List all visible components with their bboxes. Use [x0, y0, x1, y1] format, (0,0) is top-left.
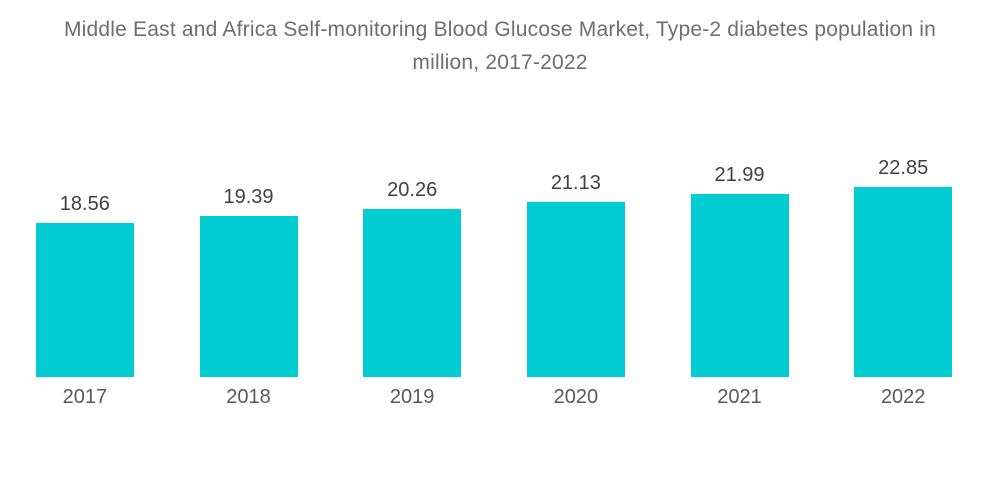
x-axis-label-2021: 2021 — [717, 386, 762, 408]
chart-title-text: Middle East and Africa Self-monitoring B… — [63, 18, 937, 74]
x-axis-label-2017: 2017 — [62, 386, 108, 408]
bar-value-label-2021: 21.99 — [714, 164, 765, 186]
bar-value-label-2020: 21.13 — [550, 172, 601, 194]
bar-chart: 18.56 2017 19.39 2018 20.26 2019 21.13 2020 21.9… — [3, 0, 985, 420]
chart-title: Middle East and Africa Self-monitoring B… — [0, 13, 1000, 79]
bar-group-2018: 19.39 2018 — [167, 0, 331, 420]
bar-2018 — [199, 216, 298, 377]
bar-group-2017: 18.56 2017 — [3, 0, 167, 420]
bar-value-label-2022: 22.85 — [878, 157, 929, 179]
x-axis-label-2019: 2019 — [389, 386, 435, 408]
bar-2021 — [690, 194, 789, 377]
x-axis-label-2018: 2018 — [226, 386, 271, 408]
bar-2022 — [854, 187, 953, 377]
bar-2019 — [363, 209, 462, 377]
bar-2020 — [526, 202, 625, 377]
bar-group-2020: 21.13 2020 — [494, 0, 658, 420]
bar-value-label-2018: 19.39 — [223, 186, 274, 208]
bar-group-2021: 21.99 2021 — [658, 0, 822, 420]
bar-value-label-2017: 18.56 — [59, 193, 110, 215]
bar-2017 — [35, 223, 134, 377]
bar-group-2022: 22.85 2022 — [821, 0, 985, 420]
x-axis-label-2022: 2022 — [880, 386, 926, 408]
bar-value-label-2019: 20.26 — [387, 179, 438, 201]
x-axis-label-2020: 2020 — [553, 386, 599, 408]
bar-group-2019: 20.26 2019 — [330, 0, 494, 420]
